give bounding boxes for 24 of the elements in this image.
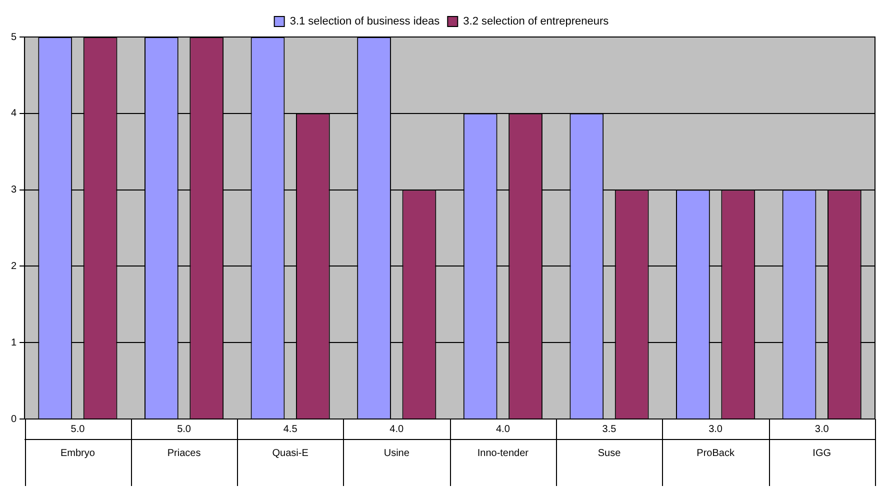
y-tick-label: 0 [11,414,17,425]
x-tick-label: Priaces [167,448,201,459]
text: 3.0 [814,424,830,435]
y-tick-label: 1 [11,337,17,348]
legend-label: 3.2 selection of entrepreneurs [463,16,610,28]
text: 4.0 [496,424,510,435]
x-tick-label: Usine [384,448,410,459]
text: 3.0 [708,424,723,435]
x-tick-label: Suse [598,448,622,459]
x-tick-label: Quasi-E [272,448,309,459]
text: 5.0 [177,424,192,435]
y-tick-label: 3 [11,184,17,196]
x-tick-label: Embryo [60,448,96,459]
x-tick-label: IGG [812,448,832,459]
text: 5.0 [70,424,86,435]
x-tick-label: ProBack [696,448,736,459]
y-tick-label: 2 [11,260,17,272]
text: 4.0 [390,424,404,435]
text: 3.5 [602,424,617,435]
legend-label: 3.1 selection of business ideas [290,16,440,28]
y-tick-label: 4 [11,108,17,120]
text: 4.5 [283,424,298,435]
x-tick-label: Inno-tender [477,448,530,459]
y-tick-label: 5 [11,32,17,43]
